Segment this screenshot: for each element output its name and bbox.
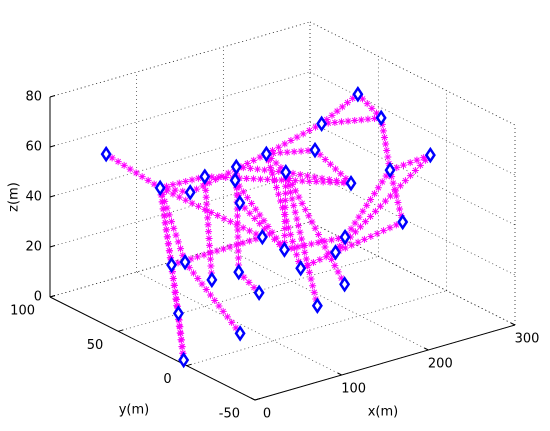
node [233, 263, 245, 281]
node [253, 284, 265, 302]
tick-mark [49, 195, 56, 198]
node [199, 168, 211, 185]
node [295, 259, 307, 277]
tick-mark [118, 329, 124, 332]
node [100, 145, 112, 163]
tick-mark [49, 245, 56, 248]
node [234, 194, 246, 212]
node [166, 256, 178, 274]
node [309, 141, 321, 159]
y-tick-label: -50 [219, 407, 240, 422]
x-tick-label: 200 [428, 357, 453, 372]
node [280, 163, 292, 181]
z-tick-label: 0 [34, 290, 42, 305]
node [345, 174, 357, 192]
node [375, 109, 387, 127]
node [178, 351, 190, 369]
y-axis-label: y(m) [119, 403, 150, 418]
tick-mark [49, 295, 56, 298]
node [352, 85, 364, 103]
tick-mark [49, 145, 56, 148]
tick-mark [510, 322, 516, 326]
node [229, 172, 241, 189]
tick-mark [254, 398, 261, 401]
z-tick-label: 40 [25, 190, 42, 205]
node [154, 179, 166, 197]
node [339, 228, 351, 246]
node [234, 325, 246, 342]
node [256, 228, 268, 246]
node [260, 145, 272, 163]
node [397, 213, 409, 231]
y-axis [49, 296, 256, 401]
z-axis-label: z(m) [7, 182, 22, 212]
tick-mark [424, 347, 429, 351]
node [424, 146, 436, 164]
node [278, 241, 290, 258]
x-tick-label: 300 [515, 332, 540, 347]
node [230, 158, 242, 176]
x-axis [254, 324, 516, 401]
tick-mark [250, 397, 256, 401]
y-tick-label: 50 [87, 338, 104, 353]
x-tick-label: 0 [263, 407, 271, 422]
node [330, 244, 342, 261]
z-tick-label: 20 [25, 240, 42, 255]
node [311, 297, 323, 314]
x-tick-label: 100 [341, 382, 366, 397]
y-tick-label: 0 [163, 372, 171, 387]
tick-mark [49, 95, 56, 98]
node [316, 115, 328, 133]
node [172, 305, 184, 322]
node [339, 276, 351, 293]
z-tick-label: 60 [25, 140, 42, 155]
tick-mark [186, 363, 192, 367]
node [384, 161, 396, 179]
tick-mark [337, 372, 342, 376]
node [179, 253, 191, 271]
node [184, 184, 196, 201]
x-axis-label: x(m) [368, 405, 399, 420]
z-tick-label: 80 [25, 90, 42, 105]
y-tick-label: 100 [10, 304, 35, 319]
node [206, 271, 218, 289]
